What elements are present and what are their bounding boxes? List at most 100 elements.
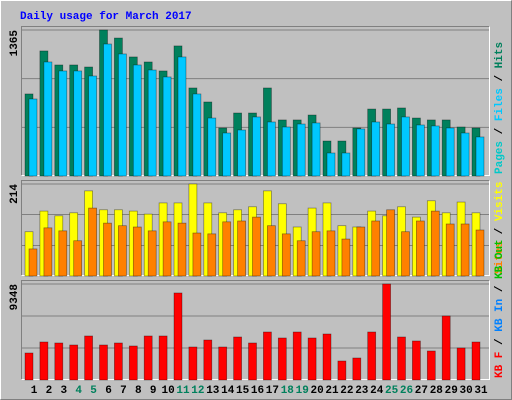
bar (263, 331, 272, 381)
x-tick-label: 2 (46, 385, 53, 397)
x-tick-label: 15 (236, 385, 250, 397)
bar (430, 210, 440, 277)
bar (456, 347, 466, 381)
bar (188, 346, 198, 381)
legend-entry: Visits (494, 182, 506, 222)
legend-entry: KB Out (494, 239, 506, 279)
x-tick-label: 16 (251, 385, 264, 397)
chart-title: Daily usage for March 2017 (20, 11, 192, 23)
x-tick-label: 29 (445, 385, 458, 397)
bar (337, 360, 347, 381)
x-tick-label: 1 (31, 385, 38, 397)
bar (401, 116, 410, 177)
bar (341, 152, 351, 177)
bar (371, 220, 381, 277)
bar (177, 222, 187, 277)
x-tick-label: 20 (310, 385, 323, 397)
x-tick-label: 31 (474, 385, 488, 397)
y-tick-label: 214 (9, 184, 21, 204)
x-tick-label: 3 (60, 385, 67, 397)
legend: KB F / KB In / KB Out (494, 239, 506, 378)
legend-entry: Pages (494, 141, 506, 174)
x-tick-label: 6 (105, 385, 112, 397)
bar (386, 123, 395, 177)
legend: Pages / Files / Hits (494, 42, 506, 174)
panel-shadow (21, 26, 490, 176)
bar (296, 240, 306, 277)
legend-entry: KB In (494, 299, 506, 332)
bar (326, 152, 336, 177)
bar (118, 225, 127, 277)
bar (162, 76, 172, 177)
bar (203, 339, 213, 381)
legend-entry: Hits (494, 42, 506, 68)
bar (237, 220, 246, 277)
bar (367, 331, 377, 381)
x-tick-label: 11 (176, 385, 190, 397)
bar (371, 121, 381, 177)
legend-entry: Files (494, 88, 506, 121)
bar (39, 341, 49, 381)
x-tick-label: 25 (385, 385, 399, 397)
bar (237, 129, 246, 177)
x-tick-label: 14 (221, 385, 235, 397)
bar (252, 216, 261, 277)
x-tick-label: 10 (161, 385, 174, 397)
bar (88, 207, 97, 277)
bar (311, 231, 321, 277)
x-tick-label: 30 (459, 385, 472, 397)
bar (143, 335, 153, 381)
bar (218, 346, 228, 381)
bar (445, 223, 455, 277)
bar (103, 43, 112, 177)
bar (233, 336, 242, 381)
x-tick-label: 8 (135, 385, 142, 397)
bar (471, 341, 481, 381)
bar (281, 233, 291, 277)
bar (24, 352, 34, 381)
bar (292, 331, 302, 381)
bar (252, 116, 261, 177)
x-tick-label: 27 (415, 385, 428, 397)
x-tick-label: 17 (266, 385, 279, 397)
bar (173, 292, 183, 381)
bar (460, 223, 470, 277)
bar (475, 229, 485, 277)
bar (43, 61, 53, 177)
x-tick-label: 4 (75, 385, 82, 397)
bar (99, 344, 108, 381)
x-tick-label: 23 (355, 385, 369, 397)
bar (222, 132, 232, 177)
bar (326, 230, 336, 277)
bar (382, 283, 391, 381)
bar (158, 335, 168, 381)
bar (103, 222, 112, 277)
bar (296, 123, 306, 177)
bar (177, 56, 187, 177)
legend: Sites / Visits (494, 182, 506, 274)
x-tick-label: 26 (400, 385, 413, 397)
bar (192, 232, 202, 277)
bar (248, 342, 257, 381)
bar (147, 69, 157, 177)
bar (73, 70, 83, 177)
bar (460, 132, 470, 177)
bar (356, 128, 366, 177)
legend-separator: / (494, 121, 506, 141)
bar (222, 221, 232, 277)
x-tick-label: 18 (281, 385, 295, 397)
bar (267, 225, 276, 277)
bar (386, 209, 395, 277)
x-tick-label: 28 (430, 385, 444, 397)
bar (430, 125, 440, 177)
panel-shadow (21, 280, 490, 380)
legend-entry: KB F (494, 352, 506, 378)
bar (162, 221, 172, 277)
bar (277, 337, 287, 381)
x-tick-label: 12 (191, 385, 204, 397)
x-tick-label: 19 (296, 385, 309, 397)
bar (128, 345, 138, 381)
x-tick-label: 21 (325, 385, 339, 397)
bar (311, 122, 321, 177)
